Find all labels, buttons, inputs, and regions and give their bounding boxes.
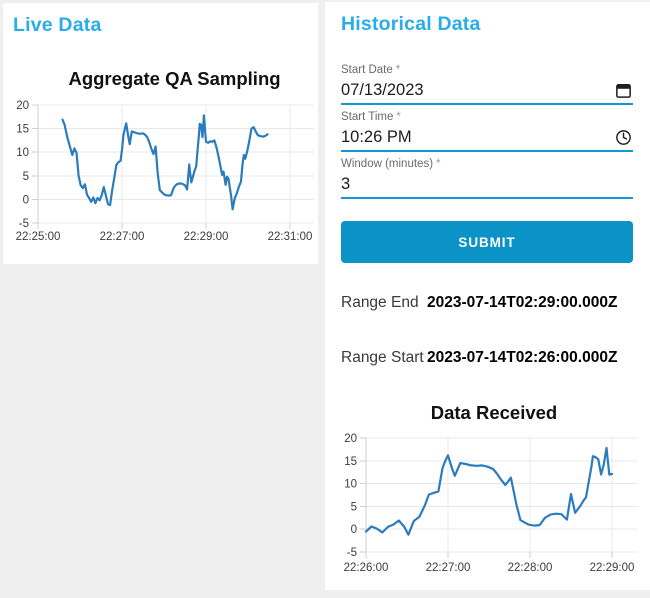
range-start-value: 2023-07-14T02:26:00.000Z [427, 349, 618, 366]
historical-data-heading: Historical Data [341, 13, 481, 35]
svg-text:22:29:00: 22:29:00 [590, 562, 635, 574]
live-data-heading: Live Data [13, 14, 102, 36]
svg-text:22:27:00: 22:27:00 [100, 231, 145, 243]
svg-text:22:27:00: 22:27:00 [426, 562, 471, 574]
svg-text:20: 20 [16, 100, 29, 112]
svg-text:0: 0 [351, 524, 357, 536]
window-minutes-group: Window (minutes) * [341, 157, 633, 199]
range-end-label: Range End [341, 294, 419, 311]
window-minutes-input[interactable] [341, 174, 633, 194]
start-time-group: Start Time * [341, 110, 633, 152]
required-marker: * [395, 64, 401, 76]
range-end-value: 2023-07-14T02:29:00.000Z [427, 294, 618, 311]
svg-text:15: 15 [16, 124, 29, 136]
svg-text:10: 10 [16, 147, 29, 159]
range-start-row: Range Start 2023-07-14T02:26:00.000Z [341, 349, 633, 367]
range-end-row: Range End 2023-07-14T02:29:00.000Z [341, 294, 633, 312]
start-time-label: Start Time * [341, 111, 401, 123]
historical-chart-plot: 20 15 10 5 0 -5 22:26:00 22:27:00 22:28:00 22:29:… [325, 428, 638, 583]
live-data-panel: Live Data Aggregate QA Sampling 20 15 10 5 0… [3, 3, 318, 264]
svg-text:20: 20 [344, 433, 357, 445]
svg-text:5: 5 [23, 171, 29, 183]
svg-text:-5: -5 [19, 218, 29, 230]
historical-chart-title: Data Received [430, 402, 558, 423]
svg-text:22:28:00: 22:28:00 [508, 562, 553, 574]
svg-text:10: 10 [344, 479, 357, 491]
start-date-input[interactable] [341, 80, 613, 100]
svg-text:5: 5 [351, 501, 357, 513]
live-chart-plot: 20 15 10 5 0 -5 22:25:00 22:27:00 22:29:00 22:31:… [3, 99, 318, 256]
submit-button[interactable]: SUBMIT [341, 221, 633, 263]
svg-text:0: 0 [23, 194, 29, 206]
svg-text:-5: -5 [347, 547, 357, 559]
svg-text:22:25:00: 22:25:00 [16, 231, 61, 243]
svg-text:22:31:00: 22:31:00 [268, 231, 313, 243]
calendar-icon[interactable] [613, 80, 633, 100]
start-time-input[interactable] [341, 127, 613, 147]
svg-text:22:26:00: 22:26:00 [344, 562, 389, 574]
required-marker: * [396, 111, 401, 123]
live-chart-title: Aggregate QA Sampling [68, 68, 281, 89]
svg-text:15: 15 [344, 456, 357, 468]
clock-icon[interactable] [613, 127, 633, 147]
start-date-field [341, 77, 633, 105]
range-start-label: Range Start [341, 349, 424, 366]
start-date-group: Start Date * [341, 63, 633, 105]
start-time-field [341, 124, 633, 152]
historical-data-panel: Historical Data Start Date* Start Time* [325, 2, 650, 590]
svg-text:22:29:00: 22:29:00 [184, 231, 229, 243]
historical-chart: Data Received 20 15 10 5 0 -5 22:26:00 22:27:00… [341, 400, 638, 583]
live-chart: Aggregate QA Sampling 20 15 10 5 0 -5 22:25:00… [13, 66, 318, 256]
window-minutes-label: Window (minutes) * [341, 158, 441, 170]
window-minutes-field [341, 171, 633, 199]
required-marker: * [436, 158, 441, 170]
start-date-label: Start Date * [341, 64, 401, 76]
